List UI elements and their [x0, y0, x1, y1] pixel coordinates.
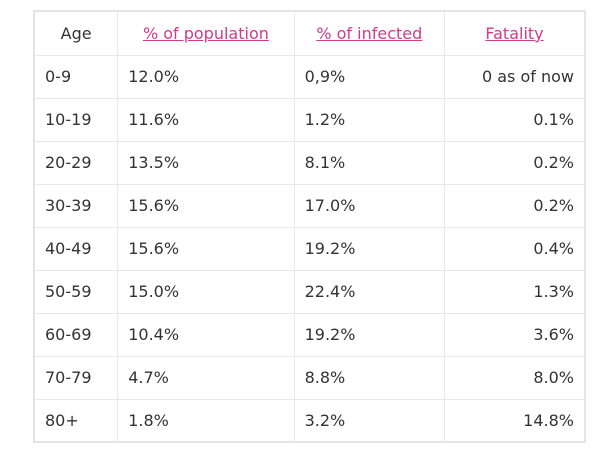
- table-cell: 0-9: [33, 54, 119, 99]
- table-cell: 60-69: [33, 312, 119, 357]
- table-cell: 10.4%: [117, 312, 295, 357]
- table-row: 0-9 12.0% 0,9% 0 as of now: [33, 54, 586, 99]
- table-cell: 0.1%: [444, 97, 586, 142]
- table-row: 10-19 11.6% 1.2% 0.1%: [33, 97, 586, 142]
- table-cell: 80+: [33, 398, 119, 443]
- table-cell: 20-29: [33, 140, 119, 185]
- table-cell: 3.2%: [293, 398, 446, 443]
- table-cell: 12.0%: [117, 54, 295, 99]
- table-cell: 13.5%: [117, 140, 295, 185]
- table-cell: 8.1%: [293, 140, 446, 185]
- table-cell: 10-19: [33, 97, 119, 142]
- table-cell: 15.6%: [117, 226, 295, 271]
- table-row: 40-49 15.6% 19.2% 0.4%: [33, 226, 586, 271]
- table-cell: 70-79: [33, 355, 119, 400]
- table-cell: 15.6%: [117, 183, 295, 228]
- table-cell: 50-59: [33, 269, 119, 314]
- header-cell: % of infected: [293, 10, 446, 56]
- sort-link[interactable]: % of infected: [316, 23, 423, 43]
- table-row: 80+ 1.8% 3.2% 14.8%: [33, 398, 586, 443]
- table-cell: 14.8%: [444, 398, 586, 443]
- table-cell: 8.8%: [293, 355, 446, 400]
- table-cell: 22.4%: [293, 269, 446, 314]
- table-row: 60-69 10.4% 19.2% 3.6%: [33, 312, 586, 357]
- table-cell: 0,9%: [293, 54, 446, 99]
- table-cell: 0.2%: [444, 140, 586, 185]
- table-cell: 0.4%: [444, 226, 586, 271]
- table-cell: 19.2%: [293, 312, 446, 357]
- table-cell: 0.2%: [444, 183, 586, 228]
- table-cell: 30-39: [33, 183, 119, 228]
- sort-link[interactable]: Fatality: [485, 23, 544, 43]
- age-table: Age% of population% of infected Fatality …: [33, 10, 586, 443]
- table-row: 20-29 13.5% 8.1% 0.2%: [33, 140, 586, 185]
- table-cell: 1.3%: [444, 269, 586, 314]
- table-row: 30-39 15.6% 17.0% 0.2%: [33, 183, 586, 228]
- table-cell: 40-49: [33, 226, 119, 271]
- header-cell: % of population: [117, 10, 295, 56]
- header-cell: Age: [33, 10, 119, 56]
- sort-link[interactable]: % of population: [142, 23, 269, 43]
- table-cell: 1.2%: [293, 97, 446, 142]
- table-cell: 3.6%: [444, 312, 586, 357]
- table-cell: 4.7%: [117, 355, 295, 400]
- table-cell: 8.0%: [444, 355, 586, 400]
- table-cell: 15.0%: [117, 269, 295, 314]
- table-row: 50-59 15.0% 22.4% 1.3%: [33, 269, 586, 314]
- table-cell: 1.8%: [117, 398, 295, 443]
- header-row: Age % of population % of infected Fatality: [33, 10, 586, 56]
- header-cell: Fatality: [444, 10, 586, 56]
- table-cell: 0 as of now: [444, 54, 586, 99]
- table-cell: 17.0%: [293, 183, 446, 228]
- table-body: 0-9 12.0% 0,9% 0 as of now 10-19 11.6% 1.2% 0.1…: [33, 54, 586, 443]
- table-container: Age% of population% of infected Fatality …: [33, 10, 586, 443]
- table-cell: 11.6%: [117, 97, 295, 142]
- table-row: 70-79 4.7% 8.8% 8.0%: [33, 355, 586, 400]
- table-cell: 19.2%: [293, 226, 446, 271]
